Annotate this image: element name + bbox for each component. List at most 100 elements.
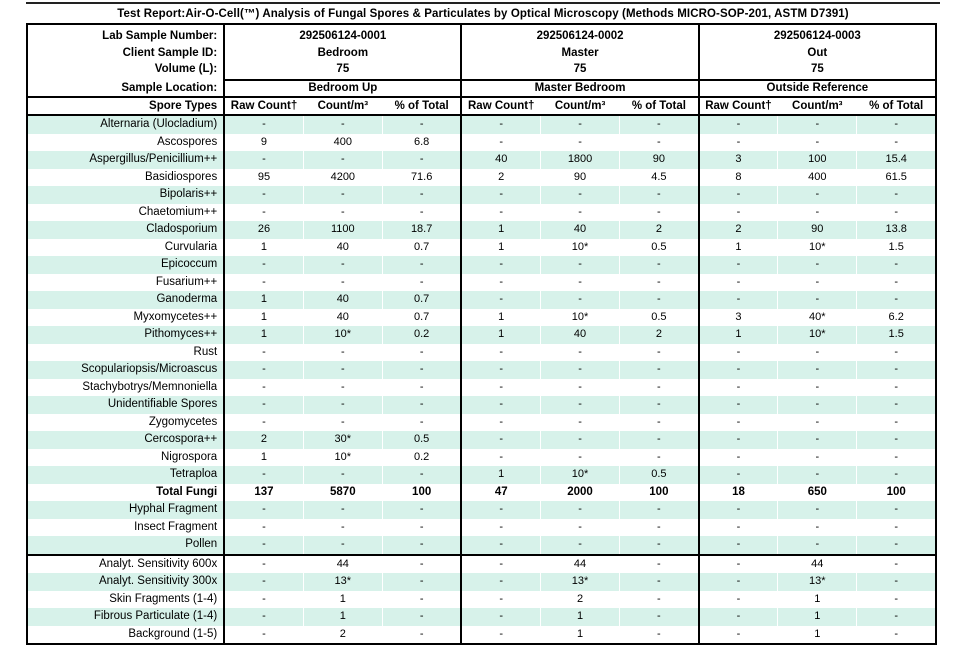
count-cell: - (697, 378, 778, 396)
count-cell: - (381, 151, 462, 169)
table-row: Stachybotrys/Memnoniella --------- (27, 378, 936, 396)
spore-type-label: Zygomycetes (148, 415, 218, 428)
count-cell: 90 (619, 151, 699, 169)
count-cell: - (697, 343, 778, 361)
count-cell: 1 (223, 308, 304, 326)
count-cell: - (619, 553, 699, 573)
count-cell: - (619, 203, 699, 221)
sample-3-info-cell: 292506124-0003 Out 75 (697, 24, 936, 80)
table-row: Hyphal Fragment --------- (27, 501, 936, 519)
count-cell: - (619, 133, 699, 151)
count-cell: - (540, 448, 620, 466)
count-cell: 100 (381, 483, 462, 501)
count-cell: - (697, 448, 778, 466)
count-cell: 6.8 (381, 133, 462, 151)
sample-3-client-id: Out (807, 46, 828, 59)
count-m3-header: Count/m³ (540, 96, 620, 116)
count-cell: - (697, 396, 778, 414)
count-cell: - (856, 378, 936, 396)
count-cell: - (381, 256, 462, 274)
count-cell: - (381, 273, 462, 291)
spore-type-label: Pollen (185, 538, 218, 550)
count-cell: - (697, 115, 778, 134)
count-cell: - (302, 501, 383, 519)
sample-3-location: Outside Reference (697, 78, 936, 97)
count-cell: 1 (777, 590, 857, 608)
sample-3-volume: 75 (810, 63, 824, 75)
count-cell: 1 (460, 466, 541, 484)
count-cell: - (619, 501, 699, 519)
count-cell: 0.5 (381, 431, 462, 449)
count-cell: 100 (777, 151, 857, 169)
count-cell: 1 (223, 291, 304, 309)
count-cell: - (777, 133, 857, 151)
volume-label: Volume (L): (154, 63, 218, 75)
count-cell: 15.4 (856, 151, 936, 169)
count-cell: 40 (540, 221, 620, 239)
count-cell: 4.5 (619, 168, 699, 186)
count-cell: - (540, 291, 620, 309)
count-cell: 90 (777, 221, 857, 239)
count-cell: 18 (697, 483, 778, 501)
count-cell: - (223, 256, 304, 274)
analytics-body: Analyt. Sensitivity 600x -44- -44- -44- An… (27, 553, 936, 644)
count-cell: - (697, 518, 778, 536)
count-cell: 1 (460, 326, 541, 344)
count-cell: 0.2 (381, 448, 462, 466)
count-cell: - (619, 343, 699, 361)
pct-total-header: % of Total (619, 96, 699, 116)
spore-type-label: Rust (193, 345, 218, 358)
count-cell: - (619, 518, 699, 536)
count-cell: 0.7 (381, 291, 462, 309)
count-cell: - (381, 466, 462, 484)
count-cell: - (381, 590, 462, 608)
count-cell: - (460, 501, 541, 519)
count-cell: 0.5 (619, 466, 699, 484)
count-cell: - (460, 590, 541, 608)
count-cell: 1 (223, 238, 304, 256)
spore-type-label: Curvularia (164, 240, 218, 253)
count-cell: - (223, 273, 304, 291)
count-cell: 61.5 (856, 168, 936, 186)
count-cell: - (856, 186, 936, 204)
count-cell: - (223, 608, 304, 626)
count-cell: - (460, 553, 541, 573)
spore-type-label: Unidentifiable Spores (107, 398, 218, 410)
count-cell: - (223, 151, 304, 169)
count-cell: - (460, 625, 541, 644)
count-cell: 44 (777, 553, 857, 573)
count-cell: 47 (460, 483, 541, 501)
column-header-row: Spore Types Raw Count† Count/m³ % of Tot… (27, 96, 936, 116)
count-cell: - (777, 448, 857, 466)
count-cell: - (540, 413, 620, 431)
spore-type-label: Aspergillus/Penicillium++ (89, 153, 218, 165)
count-cell: - (856, 501, 936, 519)
count-cell: - (777, 396, 857, 414)
count-cell: - (697, 186, 778, 204)
count-cell: - (619, 573, 699, 591)
table-row: Analyt. Sensitivity 300x -13* - -13* - -13* - (27, 573, 936, 591)
count-cell: 30* (302, 431, 383, 449)
table-row: Background (1-5) -2--1--1- (27, 625, 936, 644)
count-cell: 1 (777, 625, 857, 644)
count-cell: - (223, 590, 304, 608)
count-cell: - (381, 378, 462, 396)
sample-info-row: Lab Sample Number: Client Sample ID: Vol… (27, 24, 936, 97)
count-cell: - (856, 608, 936, 626)
count-cell: 40 (302, 238, 383, 256)
spore-type-label: Chaetomium++ (138, 205, 218, 218)
raw-count-header: Raw Count† (697, 96, 778, 116)
count-cell: - (223, 501, 304, 519)
count-cell: - (223, 536, 304, 555)
table-row: Curvularia 1 40 0.7 1 10* 0.5 1 10* 1.5 (27, 238, 936, 256)
count-cell: - (856, 590, 936, 608)
spore-type-label: Analyt. Sensitivity 600x (27, 553, 225, 573)
sample-2-lab-number: 292506124-0002 (536, 30, 624, 42)
count-cell: - (777, 343, 857, 361)
count-cell: - (381, 413, 462, 431)
count-cell: 2000 (540, 483, 620, 501)
table-row: Alternaria (Ulocladium) --------- (27, 115, 936, 134)
count-cell: 40 (460, 151, 541, 169)
count-m3-header: Count/m³ (777, 96, 857, 116)
sample-2-volume: 75 (573, 63, 587, 75)
